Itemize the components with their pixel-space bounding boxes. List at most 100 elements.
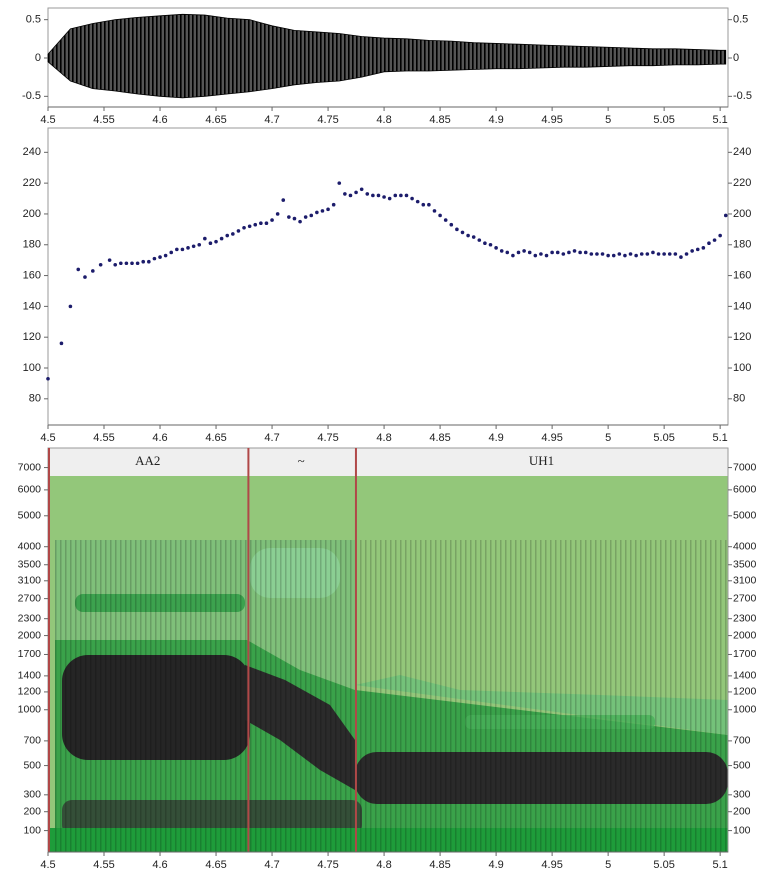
pitch-point bbox=[567, 250, 571, 255]
pitch-point bbox=[555, 250, 560, 255]
y-tick-label: 120 bbox=[733, 331, 751, 343]
pitch-point bbox=[219, 236, 224, 241]
spectrogram-image bbox=[48, 448, 728, 852]
y-tick-label: 5000 bbox=[733, 510, 757, 522]
y-tick-label: -0.5 bbox=[733, 90, 752, 102]
pitch-point bbox=[656, 252, 661, 256]
pitch-point bbox=[595, 252, 599, 256]
y-tick-label: 100 bbox=[23, 824, 41, 836]
y-tick-label: 6000 bbox=[18, 484, 42, 496]
x-tick-label: 5.1 bbox=[713, 859, 728, 871]
x-tick-label: 4.7 bbox=[264, 432, 279, 444]
y-tick-label: 1000 bbox=[18, 704, 42, 716]
pitch-point bbox=[119, 261, 123, 266]
pitch-point bbox=[331, 202, 336, 207]
y-tick-label: 200 bbox=[733, 805, 751, 817]
segment-label: ~ bbox=[298, 453, 305, 468]
x-tick-label: 4.95 bbox=[541, 859, 562, 871]
y-tick-label: 80 bbox=[733, 393, 745, 405]
pitch-point bbox=[348, 193, 353, 198]
pitch-point bbox=[107, 258, 112, 262]
pitch-point bbox=[415, 199, 420, 204]
pitch-point bbox=[175, 247, 179, 252]
x-tick-label: 4.85 bbox=[429, 114, 450, 126]
segment-label: UH1 bbox=[529, 453, 554, 468]
x-tick-label: 5.05 bbox=[653, 432, 674, 444]
pitch-point bbox=[371, 193, 375, 198]
pitch-point bbox=[466, 233, 470, 238]
pitch-point bbox=[690, 249, 694, 253]
pitch-point bbox=[152, 256, 157, 261]
y-tick-label: 2300 bbox=[18, 612, 42, 624]
y-tick-label: 0.5 bbox=[733, 14, 748, 26]
y-tick-label: 220 bbox=[23, 177, 41, 189]
y-tick-label: 1400 bbox=[18, 670, 42, 682]
pitch-point bbox=[544, 253, 549, 258]
x-tick-label: 4.5 bbox=[40, 114, 55, 126]
pitch-point bbox=[421, 202, 426, 207]
y-tick-label: 1200 bbox=[733, 686, 757, 698]
x-tick-label: 4.7 bbox=[264, 859, 279, 871]
pitch-point bbox=[623, 253, 627, 258]
pitch-point bbox=[365, 192, 370, 196]
pitch-point bbox=[578, 250, 582, 255]
x-tick-label: 5 bbox=[605, 114, 611, 126]
y-tick-label: 7000 bbox=[733, 461, 757, 473]
pitch-point bbox=[320, 209, 325, 213]
y-tick-label: 180 bbox=[733, 239, 751, 251]
x-tick-label: 4.9 bbox=[488, 432, 503, 444]
pitch-point bbox=[471, 235, 476, 239]
pitch-point bbox=[533, 253, 538, 258]
pitch-point bbox=[695, 247, 700, 252]
y-tick-label: 1400 bbox=[733, 670, 757, 682]
pitch-point bbox=[673, 252, 678, 256]
pitch-point bbox=[242, 226, 246, 230]
y-tick-label: 100 bbox=[23, 362, 41, 374]
y-tick-label: 7000 bbox=[18, 461, 42, 473]
x-tick-label: 4.8 bbox=[376, 432, 391, 444]
pitch-point bbox=[639, 252, 644, 256]
x-tick-label: 4.7 bbox=[264, 114, 279, 126]
pitch-point bbox=[679, 255, 683, 259]
pitch-point bbox=[46, 376, 50, 381]
x-tick-label: 5.05 bbox=[653, 114, 674, 126]
pitch-point bbox=[83, 275, 87, 279]
x-tick-label: 4.85 bbox=[429, 432, 450, 444]
pitch-point bbox=[617, 252, 622, 256]
pitch-point bbox=[231, 232, 235, 236]
y-tick-label: 6000 bbox=[733, 484, 757, 496]
pitch-point bbox=[191, 244, 196, 249]
pitch-point bbox=[147, 259, 151, 264]
pitch-point bbox=[539, 252, 543, 256]
pitch-point bbox=[723, 213, 728, 218]
pitch-point bbox=[270, 218, 274, 222]
pitch-frame bbox=[47, 127, 729, 426]
pitch-point bbox=[359, 187, 364, 192]
pitch-point bbox=[124, 261, 129, 266]
pitch-point bbox=[561, 252, 566, 256]
x-tick-label: 4.95 bbox=[541, 114, 562, 126]
y-tick-label: 0 bbox=[733, 52, 739, 64]
pitch-point bbox=[527, 250, 532, 255]
x-tick-label: 4.5 bbox=[40, 432, 55, 444]
y-tick-label: 700 bbox=[23, 735, 41, 747]
pitch-point bbox=[68, 304, 73, 309]
y-tick-label: 100 bbox=[733, 362, 751, 374]
waveform-envelope bbox=[47, 13, 727, 99]
x-tick-label: 4.9 bbox=[488, 859, 503, 871]
pitch-point bbox=[287, 215, 291, 219]
pitch-point bbox=[236, 229, 241, 233]
y-tick-label: 2000 bbox=[18, 629, 42, 641]
x-tick-label: 4.55 bbox=[93, 432, 114, 444]
y-tick-label: 200 bbox=[733, 208, 751, 220]
pitch-point bbox=[135, 261, 140, 266]
pitch-point bbox=[315, 210, 319, 215]
pitch-point bbox=[281, 198, 286, 202]
y-tick-label: 2700 bbox=[18, 592, 42, 604]
pitch-point bbox=[354, 190, 358, 195]
y-tick-label: 3500 bbox=[733, 559, 757, 571]
y-tick-label: 700 bbox=[733, 735, 751, 747]
pitch-point bbox=[91, 269, 95, 273]
pitch-point bbox=[186, 246, 190, 250]
